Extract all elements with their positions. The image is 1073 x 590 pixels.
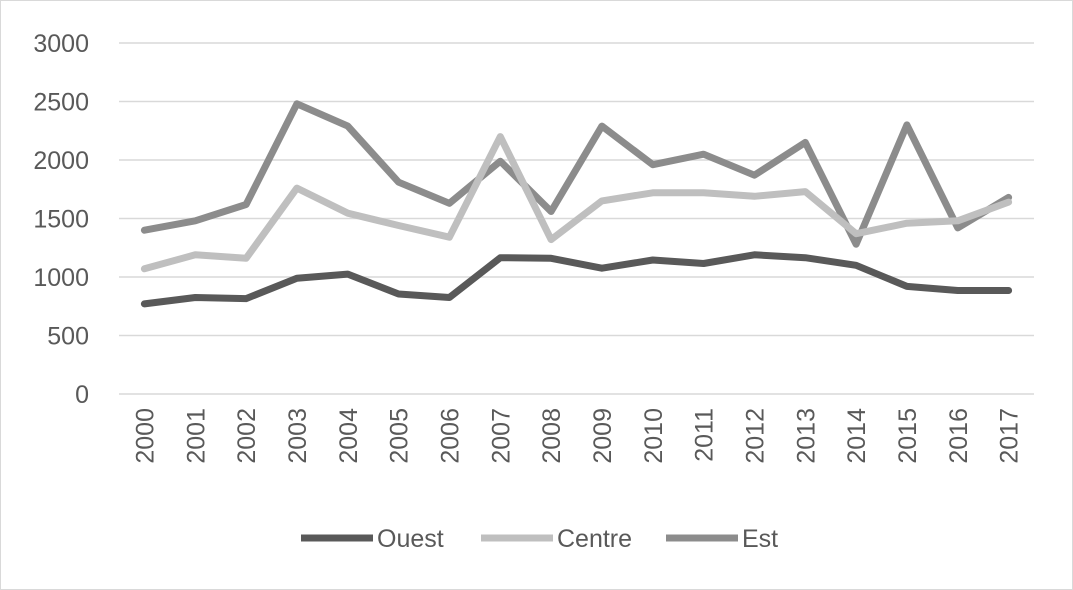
x-tick-label: 2005 (386, 408, 414, 464)
x-tick-label: 2013 (792, 408, 820, 464)
x-tick-label: 2012 (741, 408, 769, 464)
x-tick-label: 2000 (131, 408, 159, 464)
x-tick-label: 2008 (538, 408, 566, 464)
x-tick-label: 2006 (436, 408, 464, 464)
x-tick-label: 2015 (894, 408, 922, 464)
y-axis-tick-labels: 0 500 1000 1500 2000 2500 3000 (33, 30, 89, 409)
x-tick-label: 2009 (589, 408, 617, 464)
y-tick-label: 2000 (33, 147, 89, 175)
y-tick-label: 1000 (33, 264, 89, 292)
x-tick-label: 2007 (487, 408, 515, 464)
x-tick-label: 2003 (284, 408, 312, 464)
x-tick-label: 2016 (945, 408, 973, 464)
y-tick-label: 500 (47, 323, 89, 351)
legend: Ouest Centre Est (301, 525, 778, 553)
x-tick-label: 2017 (996, 408, 1024, 464)
x-tick-label: 2010 (640, 408, 668, 464)
y-tick-label: 0 (75, 381, 89, 409)
x-tick-label: 2011 (691, 408, 719, 462)
y-tick-label: 1500 (33, 206, 89, 234)
x-tick-label: 2001 (182, 408, 210, 464)
series-line-est (140, 100, 1013, 248)
series-line-ouest (140, 251, 1013, 308)
legend-label-centre: Centre (557, 525, 632, 553)
series-lines (140, 100, 1013, 308)
x-tick-label: 2014 (843, 408, 871, 464)
x-tick-label: 2004 (335, 408, 363, 464)
x-tick-label: 2002 (233, 408, 261, 464)
series-line-centre (140, 133, 1013, 273)
legend-label-ouest: Ouest (377, 525, 444, 553)
x-axis-tick-labels: 2000 2001 2002 2003 2004 2005 2006 2007 2008 2009… (131, 408, 1023, 464)
legend-label-est: Est (742, 525, 778, 553)
y-tick-label: 3000 (33, 30, 89, 58)
y-tick-label: 2500 (33, 89, 89, 117)
